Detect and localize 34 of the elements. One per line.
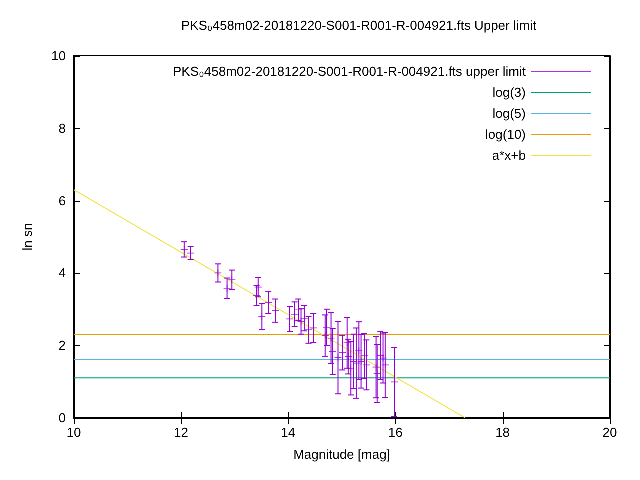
point — [374, 370, 381, 378]
legend-label: log(10) — [486, 127, 526, 142]
y-tick-label: 0 — [58, 410, 66, 426]
x-tick-label: 16 — [388, 425, 403, 440]
point — [382, 362, 389, 369]
x-tick-label: 12 — [174, 425, 188, 440]
point — [391, 378, 398, 386]
point — [300, 314, 308, 322]
point — [363, 362, 370, 369]
point — [228, 276, 236, 284]
x-axis-title: Magnitude [mag] — [294, 447, 390, 462]
legend-label: log(3) — [492, 85, 526, 100]
x-tick-label: 14 — [281, 425, 296, 440]
point — [348, 364, 355, 372]
y-tick-label: 2 — [58, 338, 66, 354]
x-tick-label: 20 — [602, 425, 618, 440]
y-tick-label: 8 — [58, 120, 66, 136]
point — [352, 360, 360, 367]
y-axis-title: ln sn — [20, 223, 35, 251]
y-tick-label: 6 — [58, 193, 66, 208]
legend-label: log(5) — [492, 106, 526, 121]
point — [258, 313, 266, 320]
y-tick-label: 4 — [58, 266, 66, 281]
point — [295, 306, 302, 314]
y-tick-label: 10 — [52, 48, 66, 64]
point — [356, 348, 363, 355]
point — [339, 349, 346, 356]
legend-label: PKS₀458m02-20181220-S001-R001-R-004921.fts upper limit — [173, 64, 526, 79]
point — [265, 299, 272, 306]
legend-label: a*x+b — [492, 148, 526, 163]
point — [272, 307, 280, 314]
chart-title: PKS₀458m02-20181220-S001-R001-R-004921.fts Upper limit — [181, 18, 537, 33]
point — [291, 310, 298, 318]
x-tick-label: 18 — [496, 425, 510, 440]
